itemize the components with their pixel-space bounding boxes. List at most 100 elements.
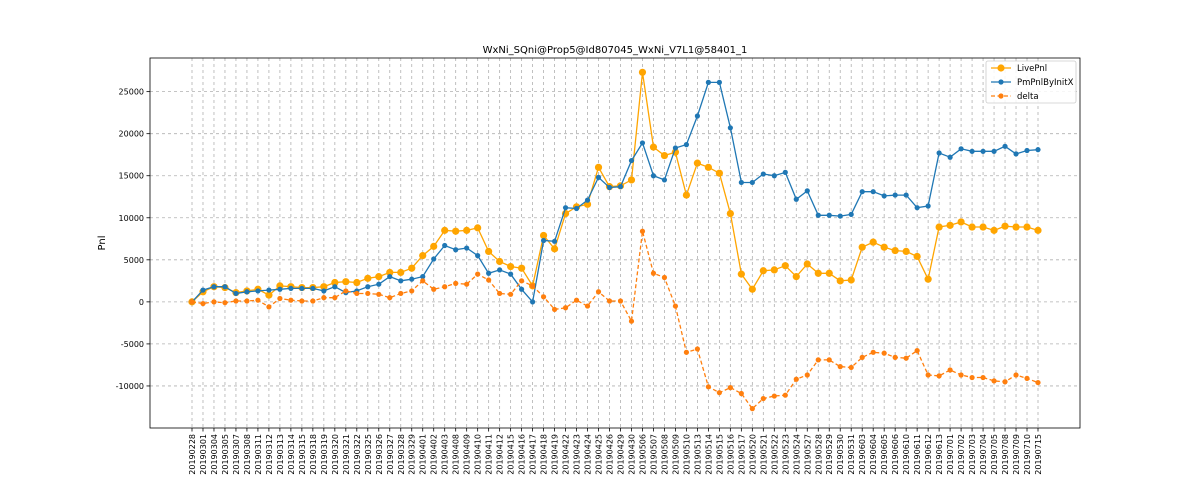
axes <box>149 57 1081 429</box>
data-point <box>1035 147 1041 153</box>
x-axis-ticks: 20190228 20190301 20190304 20190305 20190307… <box>188 428 1043 475</box>
data-point <box>442 242 448 249</box>
x-tick-label: 20190702 <box>957 434 966 475</box>
x-tick-label: 20190430 <box>627 434 636 475</box>
data-point <box>442 284 448 290</box>
data-point <box>814 269 822 277</box>
data-point <box>837 364 843 370</box>
data-point <box>320 283 328 291</box>
x-tick-label: 20190419 <box>551 434 560 475</box>
x-tick-label: 20190423 <box>573 434 582 475</box>
y-tick-label: 5000 <box>124 256 144 265</box>
y-axis-ticks: -10000 -5000 0 5000 10000 15000 20000 25000 <box>116 88 150 391</box>
data-point <box>551 238 558 244</box>
data-point <box>408 264 416 272</box>
x-tick-label: 20190708 <box>1001 434 1010 475</box>
data-point <box>519 286 525 292</box>
data-point <box>694 346 701 352</box>
y-tick-label: 15000 <box>119 172 144 181</box>
data-point <box>540 237 547 244</box>
data-point <box>628 157 635 164</box>
data-point <box>749 179 755 186</box>
data-point <box>354 290 360 297</box>
x-tick-label: 20190307 <box>232 434 241 475</box>
legend-entry: LivePnl <box>991 64 1047 74</box>
data-point <box>881 193 887 199</box>
data-point <box>441 226 449 234</box>
data-point <box>496 257 504 266</box>
data-point <box>343 288 349 294</box>
x-tick-label: 20190311 <box>254 434 263 475</box>
data-point <box>475 271 481 277</box>
data-point <box>694 113 701 119</box>
data-point <box>946 221 954 229</box>
data-point <box>431 286 437 292</box>
data-point <box>1035 379 1041 386</box>
data-point <box>551 306 558 313</box>
data-point <box>638 68 647 76</box>
x-tick-label: 20190531 <box>847 434 856 475</box>
x-tick-label: 20190308 <box>243 434 252 475</box>
y-tick-label: 20000 <box>119 130 144 139</box>
x-tick-label: 20190528 <box>814 434 823 475</box>
data-point <box>727 385 733 391</box>
data-point <box>925 372 931 378</box>
legend-marker <box>997 64 1005 72</box>
x-tick-label: 20190509 <box>671 434 680 475</box>
data-point <box>847 276 855 284</box>
data-point <box>507 262 515 271</box>
data-point <box>848 211 854 218</box>
data-point <box>299 298 305 304</box>
data-point <box>584 197 591 203</box>
x-tick-label: 20190320 <box>331 434 340 475</box>
data-point <box>189 299 195 305</box>
x-tick-label: 20190516 <box>726 434 735 475</box>
x-tick-label: 20190520 <box>748 434 757 475</box>
x-tick-label: 20190301 <box>199 434 208 475</box>
x-tick-label: 20190327 <box>386 434 395 475</box>
data-point <box>914 205 920 211</box>
x-tick-label: 20190529 <box>825 434 834 475</box>
data-point <box>660 151 669 160</box>
x-tick-label: 20190513 <box>693 434 702 475</box>
data-point <box>826 212 832 218</box>
x-tick-label: 20190410 <box>474 434 483 475</box>
legend-label: PmPnlByInitX <box>1017 78 1074 88</box>
data-point <box>617 298 624 304</box>
y-tick-label: 0 <box>139 298 144 307</box>
x-tick-label: 20190701 <box>946 434 955 475</box>
data-point <box>288 285 294 292</box>
data-point <box>858 243 866 251</box>
x-tick-label: 20190510 <box>682 434 691 475</box>
x-tick-label: 20190402 <box>430 434 439 475</box>
data-point <box>233 298 239 304</box>
data-point <box>793 376 799 382</box>
data-point <box>628 318 635 324</box>
data-point <box>1024 147 1030 154</box>
data-point <box>957 218 965 226</box>
data-point <box>870 189 876 195</box>
data-point <box>331 278 339 287</box>
x-tick-label: 20190603 <box>858 434 867 475</box>
data-point <box>782 392 788 398</box>
data-point <box>914 348 920 354</box>
data-point <box>627 176 636 184</box>
x-tick-label: 20190409 <box>463 434 472 475</box>
data-point <box>936 373 942 379</box>
data-point <box>550 245 559 253</box>
data-point <box>1034 226 1042 234</box>
x-tick-label: 20190408 <box>452 434 461 475</box>
data-point <box>529 283 536 289</box>
data-point <box>726 209 734 218</box>
data-point <box>958 372 964 378</box>
data-point <box>903 192 909 198</box>
data-point <box>398 290 404 297</box>
x-tick-label: 20190305 <box>221 434 230 475</box>
data-point <box>936 150 942 156</box>
data-point <box>508 291 514 297</box>
x-tick-label: 20190424 <box>584 434 593 475</box>
data-point <box>782 169 788 175</box>
data-point <box>321 288 327 294</box>
legend-entry: delta <box>991 92 1039 102</box>
